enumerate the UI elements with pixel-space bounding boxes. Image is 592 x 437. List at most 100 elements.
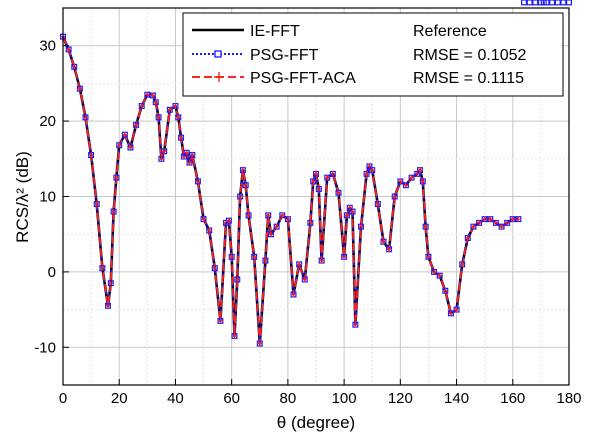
psg-fft-aca-marker bbox=[133, 122, 139, 128]
psg-fft-aca-marker bbox=[77, 86, 83, 92]
psg-fft-aca-marker bbox=[316, 186, 322, 192]
psg-fft-aca-marker bbox=[364, 171, 370, 177]
psg-fft-aca-marker bbox=[425, 254, 432, 260]
x-tick-label: 120 bbox=[388, 390, 413, 407]
psg-fft-aca-marker bbox=[386, 246, 392, 252]
psg-fft-marker bbox=[532, 0, 539, 6]
y-tick-label: 20 bbox=[39, 113, 56, 130]
x-tick-label: 160 bbox=[500, 390, 525, 407]
psg-fft-aca-marker bbox=[279, 212, 285, 218]
psg-fft-aca-marker bbox=[504, 220, 510, 226]
x-axis-title: θ (degree) bbox=[277, 413, 355, 432]
psg-fft-aca-marker bbox=[296, 261, 302, 267]
psg-fft-aca-marker bbox=[240, 167, 246, 173]
psg-fft-aca-marker bbox=[510, 216, 516, 222]
psg-fft-aca-marker bbox=[234, 276, 240, 283]
psg-fft-marker bbox=[549, 0, 556, 6]
psg-fft-aca-marker bbox=[431, 269, 437, 275]
psg-fft-aca-marker bbox=[265, 212, 271, 218]
psg-fft-aca-marker bbox=[226, 218, 232, 224]
psg-fft-aca-marker bbox=[307, 220, 313, 226]
psg-fft-aca-marker bbox=[212, 265, 218, 271]
tick-labels: 0 20 40 60 80 100 120 140 160 180 -10 0 10 20 30 bbox=[34, 38, 581, 407]
psg-fft-aca-marker bbox=[82, 114, 89, 120]
psg-fft-aca-marker bbox=[231, 333, 238, 339]
psg-fft-aca-marker bbox=[498, 224, 505, 230]
psg-fft-aca-marker bbox=[341, 254, 347, 260]
psg-fft-aca-marker bbox=[66, 46, 72, 53]
psg-fft-aca-marker bbox=[113, 175, 120, 181]
psg-fft-aca-marker bbox=[442, 288, 448, 294]
psg-fft-aca-marker bbox=[313, 171, 319, 177]
psg-fft-aca-marker bbox=[417, 167, 423, 173]
psg-fft-aca-marker bbox=[186, 159, 193, 166]
psg-fft-aca-marker bbox=[88, 152, 94, 158]
psg-fft-aca-marker bbox=[116, 142, 122, 148]
psg-fft-aca-marker bbox=[369, 167, 375, 173]
psg-fft-aca-marker bbox=[105, 303, 111, 309]
x-tick-label: 0 bbox=[59, 390, 67, 407]
psg-fft-aca-marker bbox=[178, 135, 184, 141]
psg-fft-aca-marker bbox=[229, 254, 235, 260]
psg-fft-aca-marker bbox=[459, 261, 465, 267]
psg-fft-marker bbox=[554, 0, 561, 6]
psg-fft-aca-marker bbox=[453, 307, 460, 313]
psg-fft-aca-marker bbox=[153, 99, 159, 105]
legend-label-ie-fft: IE-FFT bbox=[250, 23, 300, 40]
axis-ticks bbox=[62, 45, 570, 385]
psg-fft-aca-marker bbox=[195, 178, 201, 185]
psg-fft-marker bbox=[521, 0, 528, 6]
psg-fft-aca-marker bbox=[111, 208, 117, 215]
legend-note-rmse-aca: RMSE = 0.1115 bbox=[413, 70, 524, 87]
psg-fft-aca-marker bbox=[158, 156, 164, 162]
y-tick-label: -10 bbox=[34, 339, 56, 356]
x-tick-label: 60 bbox=[223, 390, 240, 407]
psg-fft-marker bbox=[565, 0, 572, 6]
psg-fft-aca-marker bbox=[324, 175, 330, 181]
psg-fft-aca-marker bbox=[352, 322, 358, 328]
psg-fft-aca-marker bbox=[161, 148, 167, 154]
psg-fft-aca-marker bbox=[262, 257, 268, 264]
psg-fft-aca-marker bbox=[476, 220, 482, 226]
legend-marker-psg-fft bbox=[214, 50, 222, 58]
psg-fft-aca-marker bbox=[319, 257, 325, 264]
psg-fft-aca-marker bbox=[335, 190, 342, 196]
psg-fft-aca-marker bbox=[380, 239, 387, 245]
psg-fft-aca-marker bbox=[493, 220, 499, 226]
legend-label-psg-fft: PSG-FFT bbox=[250, 47, 319, 64]
psg-fft-aca-marker bbox=[482, 216, 488, 222]
legend-label-psg-fft-aca: PSG-FFT-ACA bbox=[250, 70, 356, 87]
x-tick-label: 180 bbox=[556, 390, 581, 407]
psg-fft-marker bbox=[560, 0, 567, 6]
psg-fft-aca-marker bbox=[470, 224, 477, 230]
y-axis-title: RCS/λ² (dB) bbox=[13, 151, 32, 243]
psg-fft-aca-marker bbox=[420, 178, 426, 185]
series-layer bbox=[60, 0, 572, 347]
legend-samples bbox=[192, 28, 244, 82]
psg-fft-aca-marker bbox=[150, 92, 156, 99]
psg-fft-aca-marker bbox=[237, 193, 243, 200]
psg-fft-aca-marker bbox=[465, 235, 471, 241]
psg-fft-aca-marker bbox=[375, 201, 381, 207]
psg-fft-aca-marker bbox=[243, 182, 249, 188]
psg-fft-aca-marker bbox=[139, 103, 145, 109]
psg-fft-aca-marker bbox=[268, 231, 274, 237]
psg-fft-aca-marker bbox=[515, 216, 521, 222]
psg-fft-marker bbox=[543, 0, 550, 6]
psg-fft-aca-marker bbox=[437, 273, 443, 279]
psg-fft-aca-marker bbox=[290, 291, 297, 298]
psg-fft-aca-marker bbox=[349, 208, 356, 215]
psg-fft-aca-marker bbox=[99, 265, 105, 271]
legend-marker-psg-fft-aca bbox=[214, 72, 224, 82]
x-tick-label: 100 bbox=[332, 390, 357, 407]
psg-fft-aca-marker bbox=[94, 201, 100, 207]
y-tick-label: 30 bbox=[39, 38, 56, 55]
psg-fft-aca-marker bbox=[408, 175, 415, 181]
psg-fft-aca-marker bbox=[257, 340, 263, 347]
y-tick-label: 0 bbox=[48, 264, 56, 281]
legend-note-rmse-psg: RMSE = 0.1052 bbox=[413, 47, 527, 64]
psg-fft-aca-marker bbox=[310, 178, 316, 185]
y-tick-label: 10 bbox=[39, 189, 56, 206]
psg-fft-aca-marker bbox=[423, 224, 429, 230]
